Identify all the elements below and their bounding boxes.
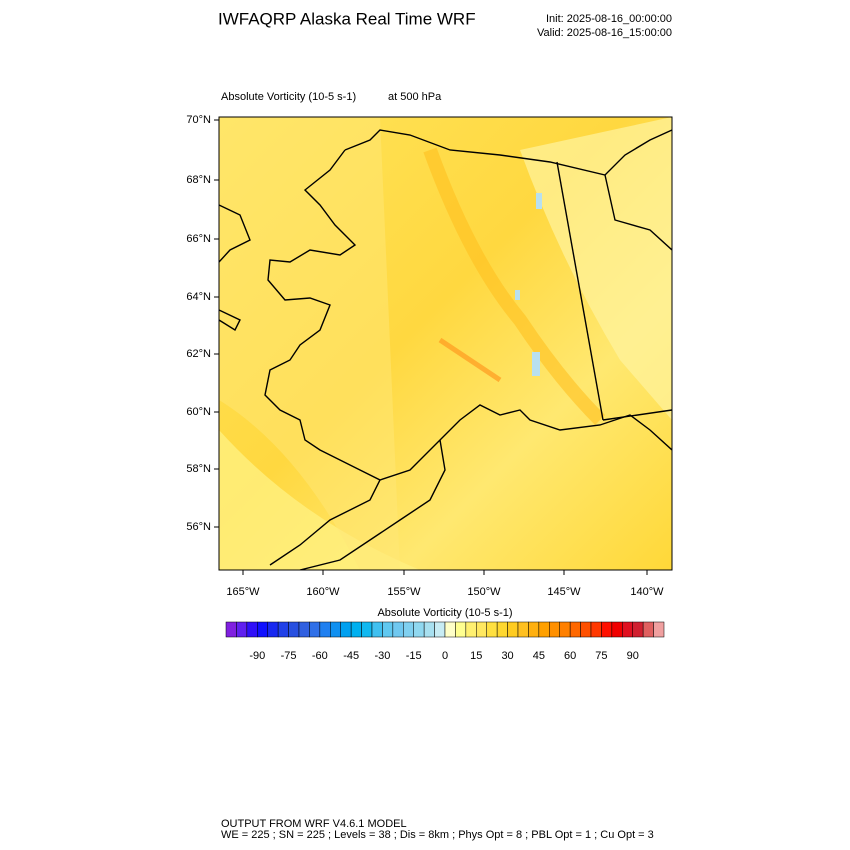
colorbar-box	[257, 621, 268, 638]
lat-label: 70°N	[186, 114, 211, 126]
level: at 500 hPa	[388, 91, 442, 103]
lat-label: 64°N	[186, 291, 211, 303]
colorbar-box	[277, 621, 289, 638]
colorbar-box	[559, 621, 571, 638]
lat-label: 56°N	[186, 521, 211, 533]
colorbar-box	[653, 621, 665, 638]
colorbar-label: 60	[564, 650, 576, 662]
lon-label: 165°W	[226, 586, 260, 598]
colorbar-label: 15	[470, 650, 482, 662]
colorbar-box	[444, 621, 456, 638]
colorbar-box	[517, 621, 529, 638]
colorbar-box	[455, 621, 467, 638]
colorbar-label: -75	[281, 650, 297, 662]
colorbar-label: 75	[595, 650, 607, 662]
colorbar-box	[382, 621, 394, 638]
map	[219, 117, 672, 570]
lat-label: 62°N	[186, 348, 211, 360]
colorbar-box	[361, 621, 373, 638]
colorbar-box	[267, 621, 279, 638]
colorbar-label: 30	[501, 650, 513, 662]
colorbar-label: -30	[374, 650, 390, 662]
footer-line: WE = 225 ; SN = 225 ; Levels = 38 ; Dis …	[221, 829, 654, 841]
colorbar-title: Absolute Vorticity (10-5 s-1)	[377, 607, 512, 619]
colorbar-label: -45	[343, 650, 359, 662]
lat-label: 66°N	[186, 233, 211, 245]
colorbar-box	[403, 621, 414, 638]
colorbar-box	[486, 621, 498, 638]
colorbar-box	[350, 621, 362, 638]
colorbar-box	[465, 621, 477, 638]
colorbar-box	[632, 621, 644, 638]
colorbar-box	[330, 621, 341, 638]
init-time: Init: 2025-08-16_00:00:00	[546, 13, 672, 25]
colorbar-label: -90	[249, 650, 265, 662]
colorbar-box	[413, 621, 425, 638]
colorbar-box	[528, 621, 540, 638]
colorbar-box	[298, 621, 310, 638]
colorbar-box	[309, 621, 321, 638]
map-frame	[218, 116, 673, 571]
field-name: Absolute Vorticity (10-5 s-1)	[221, 91, 356, 103]
colorbar-box	[590, 621, 602, 638]
colorbar-box	[288, 621, 300, 638]
colorbar-box	[507, 621, 519, 638]
lon-label: 140°W	[630, 586, 664, 598]
colorbar-box	[476, 621, 487, 638]
colorbar-box	[601, 621, 613, 638]
colorbar-label: 45	[533, 650, 545, 662]
colorbar-box	[538, 621, 550, 638]
lon-label: 150°W	[467, 586, 501, 598]
lon-label: 160°W	[306, 586, 340, 598]
colorbar-box	[496, 621, 508, 638]
lat-label: 60°N	[186, 406, 211, 418]
colorbar-box	[434, 621, 446, 638]
colorbar-box	[371, 621, 383, 638]
footer-line: OUTPUT FROM WRF V4.6.1 MODEL	[221, 818, 407, 830]
title: IWFAQRP Alaska Real Time WRF	[218, 9, 476, 28]
colorbar-box	[642, 621, 654, 638]
colorbar-label: 90	[627, 650, 639, 662]
colorbar-box	[622, 621, 633, 638]
lat-label: 68°N	[186, 174, 211, 186]
lon-label: 145°W	[547, 586, 581, 598]
lon-label: 155°W	[387, 586, 421, 598]
colorbar-box	[392, 621, 404, 638]
colorbar-box	[236, 621, 248, 638]
colorbar-label: 0	[442, 650, 448, 662]
valid-time: Valid: 2025-08-16_15:00:00	[537, 27, 672, 39]
colorbar-box	[225, 621, 237, 638]
colorbar-box	[549, 621, 560, 638]
colorbar-box	[246, 621, 258, 638]
axes: 70°N 68°N 66°N 64°N 62°N 60°N 58°N 56°N 165°W 160…	[186, 114, 664, 598]
colorbar-box	[580, 621, 592, 638]
colorbar-box	[340, 621, 352, 638]
colorbar: -90 -75 -60 -45 -30 -15 0 15 30 45 60 75 90	[225, 621, 665, 662]
colorbar-box	[423, 621, 435, 638]
colorbar-box	[611, 621, 623, 638]
colorbar-label: -60	[312, 650, 328, 662]
colorbar-box	[569, 621, 581, 638]
colorbar-box	[319, 621, 331, 638]
colorbar-label: -15	[406, 650, 422, 662]
lat-label: 58°N	[186, 463, 211, 475]
